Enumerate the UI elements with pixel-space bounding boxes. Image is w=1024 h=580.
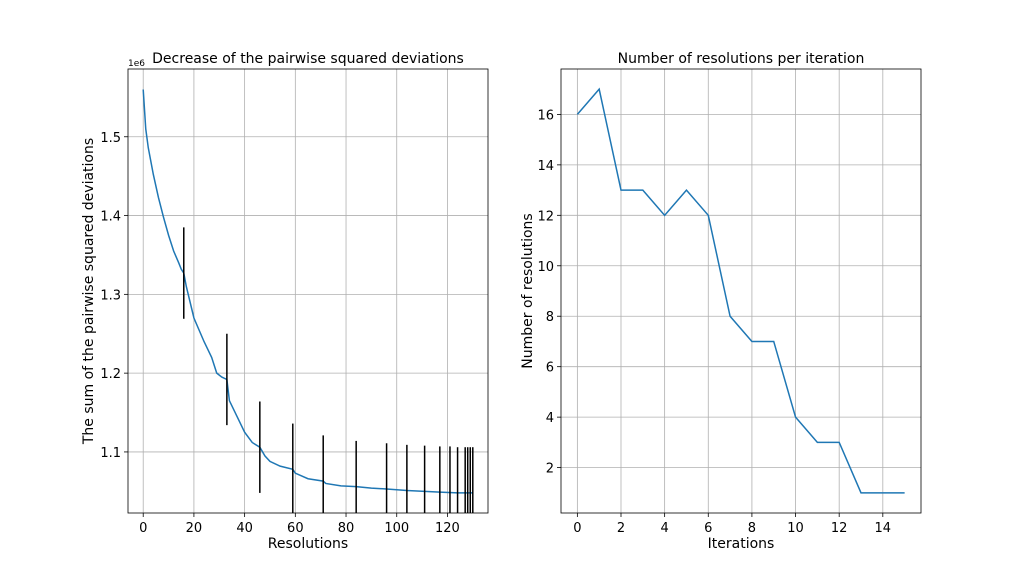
y-tick-label: 1.5 bbox=[100, 131, 121, 146]
x-tick-label: 0 bbox=[573, 521, 581, 536]
y-tick-label: 8 bbox=[546, 310, 554, 325]
x-tick-label: 4 bbox=[660, 521, 668, 536]
x-tick-label: 0 bbox=[139, 521, 147, 536]
x-tick-label: 6 bbox=[704, 521, 712, 536]
x-tick-label: 100 bbox=[384, 521, 409, 536]
x-tick-label: 14 bbox=[875, 521, 892, 536]
series-line bbox=[576, 87, 905, 494]
chart-title: Number of resolutions per iteration bbox=[618, 51, 865, 67]
y-tick-label: 6 bbox=[546, 361, 554, 376]
y-tick-label: 1.4 bbox=[100, 210, 121, 225]
y-tick-label: 12 bbox=[537, 209, 554, 224]
series-line bbox=[142, 89, 473, 494]
x-tick-label: 20 bbox=[186, 521, 203, 536]
x-tick-label: 120 bbox=[435, 521, 460, 536]
y-tick-label: 1.2 bbox=[100, 367, 121, 382]
x-tick-label: 12 bbox=[831, 521, 848, 536]
x-tick-label: 60 bbox=[287, 521, 304, 536]
x-tick-label: 10 bbox=[787, 521, 804, 536]
axes-frame bbox=[560, 68, 922, 514]
x-tick-label: 40 bbox=[236, 521, 253, 536]
y-axis-label: Number of resolutions bbox=[520, 213, 536, 368]
y-tick-label: 14 bbox=[537, 159, 554, 174]
y-tick-label: 16 bbox=[537, 108, 554, 123]
axes-frame bbox=[127, 68, 489, 514]
y-tick-label: 1.1 bbox=[100, 446, 121, 461]
chart-1: 0 20 40 60 80 100 120 1.1 1.2 1.3 1.4 1.5 Decrease o… bbox=[81, 51, 489, 552]
x-tick-label: 80 bbox=[338, 521, 355, 536]
x-tick-label: 2 bbox=[617, 521, 625, 536]
x-axis-label: Resolutions bbox=[268, 536, 348, 552]
y-tick-label: 2 bbox=[546, 462, 554, 477]
y-tick-label: 4 bbox=[546, 411, 554, 426]
x-tick-label: 8 bbox=[748, 521, 756, 536]
chart-2: 0 2 4 6 8 10 12 14 2 4 6 8 10 12 14 16 Number of resolut… bbox=[520, 51, 922, 552]
x-axis-label: Iterations bbox=[708, 536, 775, 552]
y-offset-label: 1e6 bbox=[128, 59, 145, 69]
y-tick-label: 1.3 bbox=[100, 288, 121, 303]
chart-title: Decrease of the pairwise squared deviati… bbox=[152, 51, 464, 67]
y-axis-label: The sum of the pairwise squared deviatio… bbox=[81, 138, 97, 445]
y-tick-label: 10 bbox=[537, 260, 554, 275]
